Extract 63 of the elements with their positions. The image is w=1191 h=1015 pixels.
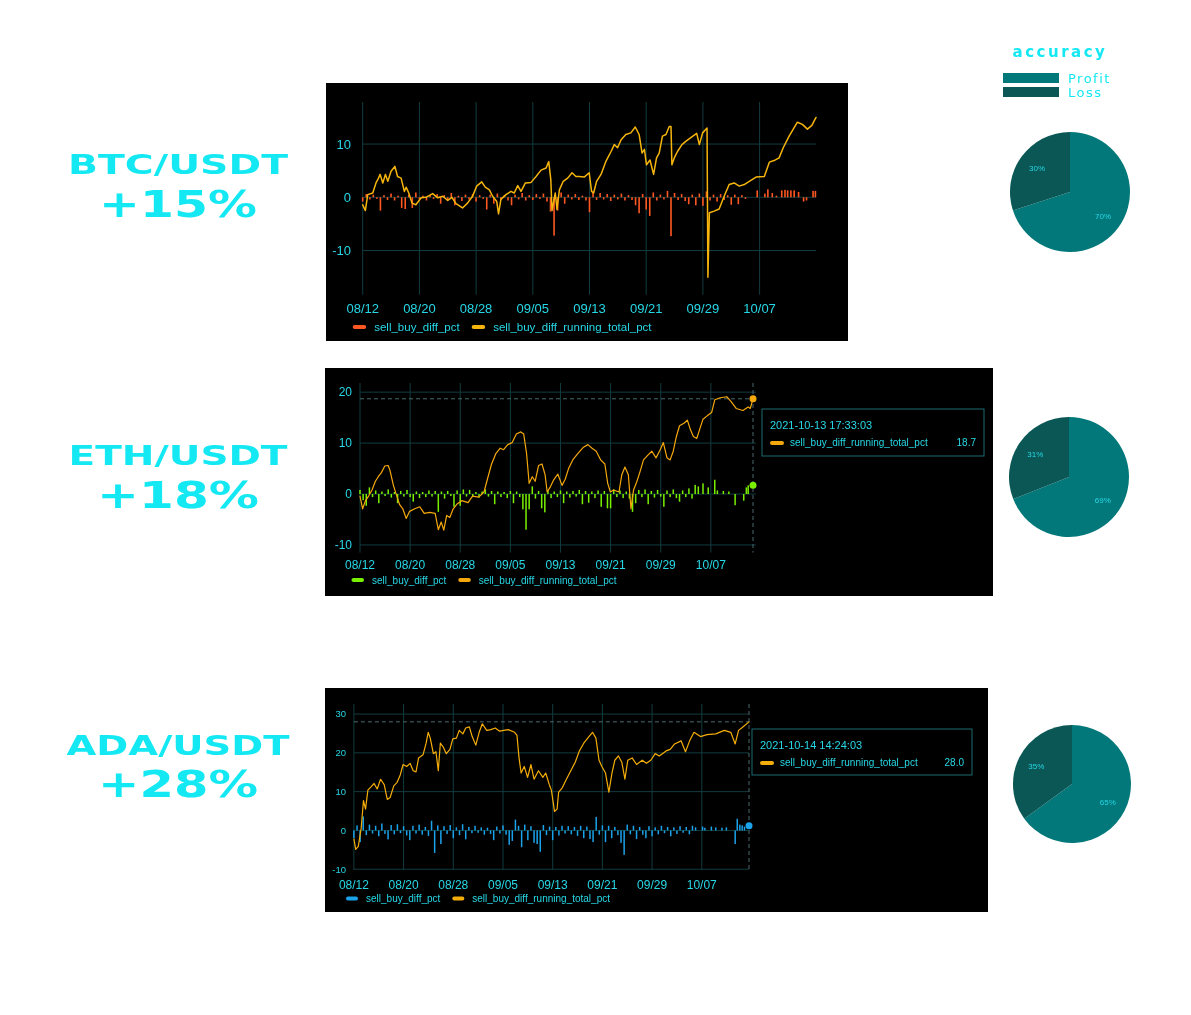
legend-label: Profit <box>1068 71 1111 86</box>
y-tick-label: 20 <box>335 747 346 759</box>
x-tick-label: 08/28 <box>459 301 493 316</box>
data-label: 70% <box>1095 211 1112 221</box>
y-tick-label: -10 <box>332 243 351 259</box>
y-tick-label: -10 <box>332 863 346 875</box>
y-tick-label: 0 <box>343 189 351 205</box>
y-tick-label: 30 <box>335 708 346 720</box>
data-label: 31% <box>1027 449 1044 459</box>
text: 2021-10-14 14:24:03 <box>760 739 863 751</box>
x-tick-label: 09/05 <box>516 301 550 316</box>
text: BTC/USDT <box>68 149 288 181</box>
x-tick-label: 08/20 <box>403 301 436 316</box>
y-tick-label: 0 <box>345 487 353 502</box>
legend-label: Loss <box>1068 85 1103 100</box>
x-tick-label: 08/28 <box>445 558 476 572</box>
x-tick-label: 09/21 <box>587 878 618 892</box>
y-tick-label: 10 <box>336 136 351 152</box>
y-tick-label: 0 <box>340 824 346 836</box>
x-tick-label: 09/29 <box>686 301 720 316</box>
x-tick-label: 09/05 <box>495 558 526 572</box>
x-tick-label: 09/29 <box>645 558 677 572</box>
text: sell_buy_diff_running_total_pct <box>780 757 918 768</box>
y-tick-label: 10 <box>338 436 353 451</box>
x-tick-label: 08/28 <box>438 878 469 892</box>
x-tick-label: 09/13 <box>573 301 606 316</box>
text: 28.0 <box>944 757 965 768</box>
x-tick-label: 09/13 <box>545 558 576 572</box>
x-tick-label: 09/13 <box>537 878 569 892</box>
text: +15% <box>99 181 257 226</box>
legend-label: sell_buy_diff_running_total_pct <box>472 893 611 904</box>
data-label: 35% <box>1028 761 1045 771</box>
text: +18% <box>97 472 259 517</box>
x-tick-label: 10/07 <box>743 301 776 316</box>
text: sell_buy_diff_running_total_pct <box>790 437 928 448</box>
x-tick-label: 09/05 <box>487 878 519 892</box>
y-tick-label: -10 <box>334 538 353 553</box>
data-label: 30% <box>1028 163 1045 173</box>
legend-label: sell_buy_diff_pct <box>372 574 447 586</box>
x-tick-label: 10/07 <box>695 558 727 572</box>
x-tick-label: 08/12 <box>346 301 379 316</box>
x-tick-label: 09/21 <box>595 558 626 572</box>
text: ETH/USDT <box>68 440 288 472</box>
data-label: 65% <box>1099 798 1116 808</box>
text: 2021-10-13 17:33:03 <box>770 419 873 431</box>
x-tick-label: 08/12 <box>338 878 370 892</box>
x-tick-label: 08/20 <box>388 878 419 892</box>
x-tick-label: 09/29 <box>637 878 668 892</box>
legend-label: sell_buy_diff_pct <box>374 321 461 334</box>
y-tick-label: 10 <box>335 785 346 797</box>
legend-label: sell_buy_diff_running_total_pct <box>493 321 653 334</box>
legend-label: sell_buy_diff_running_total_pct <box>478 574 617 586</box>
x-tick-label: 08/12 <box>344 558 376 572</box>
x-tick-label: 09/21 <box>629 301 663 316</box>
text: ADA/USDT <box>66 729 290 762</box>
x-tick-label: 08/20 <box>395 558 426 572</box>
y-tick-label: 20 <box>338 385 353 400</box>
data-label: 69% <box>1094 495 1111 505</box>
legend-label: sell_buy_diff_pct <box>366 893 441 904</box>
text: 18.7 <box>956 437 977 448</box>
text: +28% <box>98 761 258 806</box>
legend-title: accuracy <box>1012 43 1108 61</box>
x-tick-label: 10/07 <box>686 878 718 892</box>
